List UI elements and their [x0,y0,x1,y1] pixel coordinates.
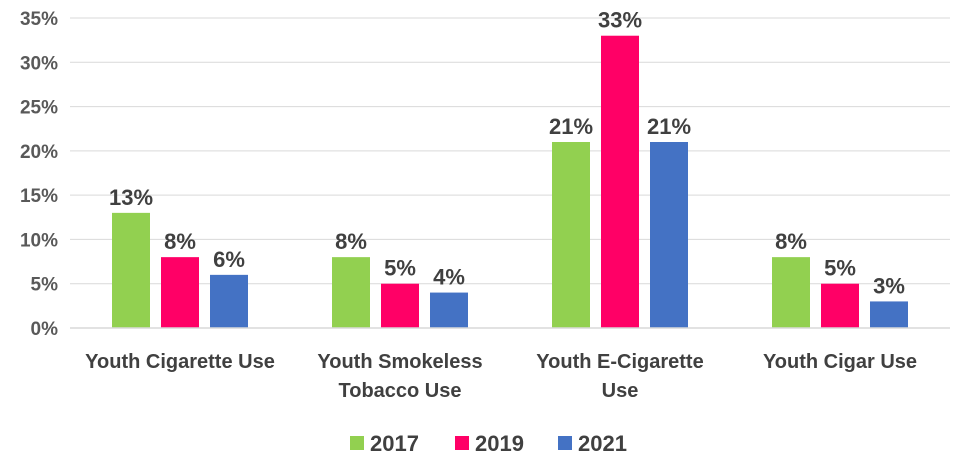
y-axis-tick-labels: 0% 5% 10% 15% 20% 25% 30% 35% [20,9,58,340]
category-label: Youth Smokeless Tobacco Use [317,351,482,402]
bar-2021 [870,301,908,328]
data-label: 13% [109,185,153,210]
legend-swatch-2021 [558,436,572,450]
bars [112,35,908,328]
bar-2019 [821,283,859,328]
bar-2021 [430,292,468,328]
data-labels: 13% 8% 6% 8% 5% 4% 21% 33% 21% 8% 5% 3% [109,8,905,299]
y-tick-label: 25% [20,98,58,119]
bar-2017 [112,212,150,328]
bar-2017 [772,257,810,328]
data-label: 5% [824,256,856,281]
y-tick-label: 5% [31,275,59,296]
bar-2017 [332,257,370,328]
data-label: 6% [213,247,245,272]
data-label: 33% [598,8,642,33]
y-tick-label: 20% [20,142,58,163]
data-label: 3% [873,273,905,298]
category-label-line: Youth Cigar Use [763,351,917,373]
data-label: 21% [549,114,593,139]
y-tick-label: 10% [20,230,58,251]
legend-swatch-2019 [455,436,469,450]
y-tick-label: 30% [20,53,58,74]
y-tick-label: 0% [31,319,59,340]
data-label: 8% [335,229,367,254]
gridlines [70,17,950,285]
bar-2019 [381,283,419,328]
bar-2021 [650,142,688,328]
category-label-line: Use [602,380,639,402]
bar-2019 [161,257,199,328]
data-label: 5% [384,256,416,281]
legend-label: 2017 [370,431,419,456]
y-tick-label: 35% [20,9,58,30]
category-labels: Youth Cigarette Use Youth Smokeless Tobacc… [85,351,917,402]
data-label: 8% [164,229,196,254]
category-label-line: Youth Cigarette Use [85,351,275,373]
legend-label: 2021 [578,431,627,456]
category-label-line: Youth Smokeless [317,351,482,373]
legend: 2017 2019 2021 [350,431,627,456]
bar-2021 [210,274,248,328]
y-tick-label: 15% [20,186,58,207]
data-label: 8% [775,229,807,254]
category-label: Youth Cigar Use [763,351,917,373]
bar-2017 [552,142,590,328]
data-label: 21% [647,114,691,139]
category-label-line: Youth E-Cigarette [536,351,703,373]
legend-label: 2019 [475,431,524,456]
legend-swatch-2017 [350,436,364,450]
data-label: 4% [433,265,465,290]
category-label: Youth E-Cigarette Use [536,351,703,402]
category-label: Youth Cigarette Use [85,351,275,373]
bar-2019 [601,35,639,328]
category-label-line: Tobacco Use [339,380,462,402]
